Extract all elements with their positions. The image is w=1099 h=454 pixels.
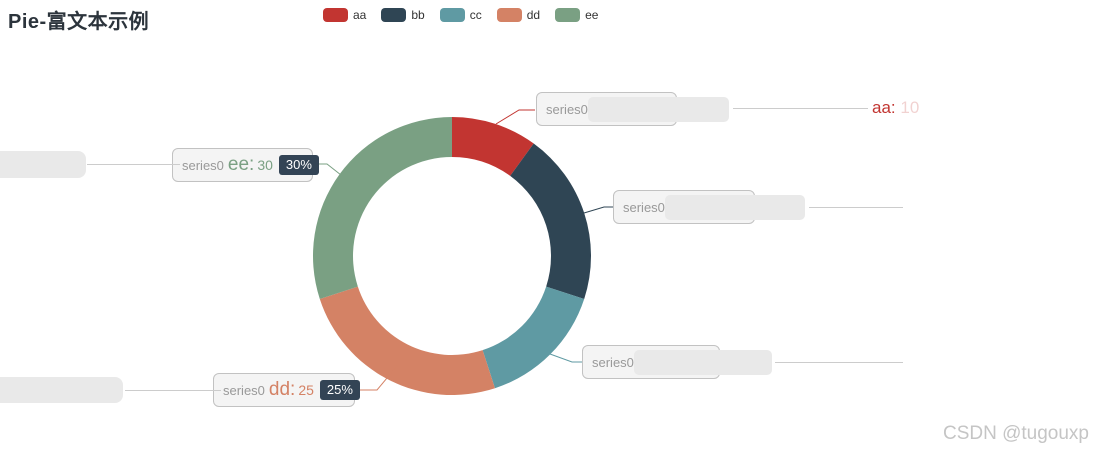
percent-badge-dd: 25% [319,380,360,400]
percent-badge-ee: 30% [278,155,319,175]
leader-line-dd [357,365,398,391]
page-title: Pie-富文本示例 [8,11,150,33]
legend-label: aa [353,8,367,22]
pie-label-ee: series0 ee: 30 30% [172,148,319,182]
slice-value-ee: 30 [257,157,273,173]
slice-value-aa-faint: 10 [900,98,920,117]
connector-line-dd [125,390,221,391]
legend-item-dd[interactable]: dd [496,8,541,22]
legend-label: ee [585,8,599,22]
chart-legend: aa bb cc dd ee [323,8,598,22]
redacted-label-left-bottom [0,377,123,403]
series-name-label: series0 [592,354,634,370]
pie-slice-dd[interactable] [319,286,495,396]
pie-slice-aa[interactable] [452,117,534,176]
legend-label: dd [526,8,541,22]
series-name-label: series0 [546,101,588,117]
redacted-label-left-top [0,151,86,178]
redacted-label-bb [665,195,805,220]
leader-line-cc [549,353,582,363]
watermark: CSDN @tugouxp [942,423,1089,444]
pie-slice-bb[interactable] [510,143,592,299]
leader-line-aa [495,109,535,125]
connector-line-ee [87,164,180,165]
legend-swatch-bb [381,8,407,22]
legend-label: bb [411,8,425,22]
legend-swatch-ee [555,8,581,22]
connector-line-bb [809,207,903,208]
leader-line-bb [583,206,613,214]
pie-label-bb: series0 [613,190,805,224]
pie-edge-label-aa: aa: 10 [872,98,919,118]
legend-item-aa[interactable]: aa [323,8,366,22]
legend-swatch-cc [439,8,465,22]
redacted-label-aa [588,97,729,122]
pie-slice-ee[interactable] [312,117,452,299]
series-name-label: series0 [182,157,224,173]
series-name-label: series0 [223,382,265,398]
connector-line-aa [733,108,868,109]
legend-item-bb[interactable]: bb [381,8,425,22]
connector-line-cc [775,362,903,363]
slice-value-dd: 25 [298,382,314,398]
legend-item-cc[interactable]: cc [439,8,482,22]
pie-slice-cc[interactable] [482,286,585,389]
slice-name-dd: dd: [268,379,296,400]
slice-name-ee: ee: [227,154,255,175]
slice-name-aa: aa: [872,98,896,117]
legend-item-ee[interactable]: ee [555,8,598,22]
pie-label-dd: series0 dd: 25 25% [213,373,360,407]
legend-label: cc [469,8,482,22]
pie-slices[interactable] [312,117,592,396]
redacted-label-cc [634,350,772,375]
series-name-label: series0 [623,199,665,215]
legend-swatch-aa [323,8,348,22]
pie-label-cc: series0 [582,345,772,379]
pie-label-aa: series0 [536,92,729,126]
legend-swatch-dd [496,8,522,22]
